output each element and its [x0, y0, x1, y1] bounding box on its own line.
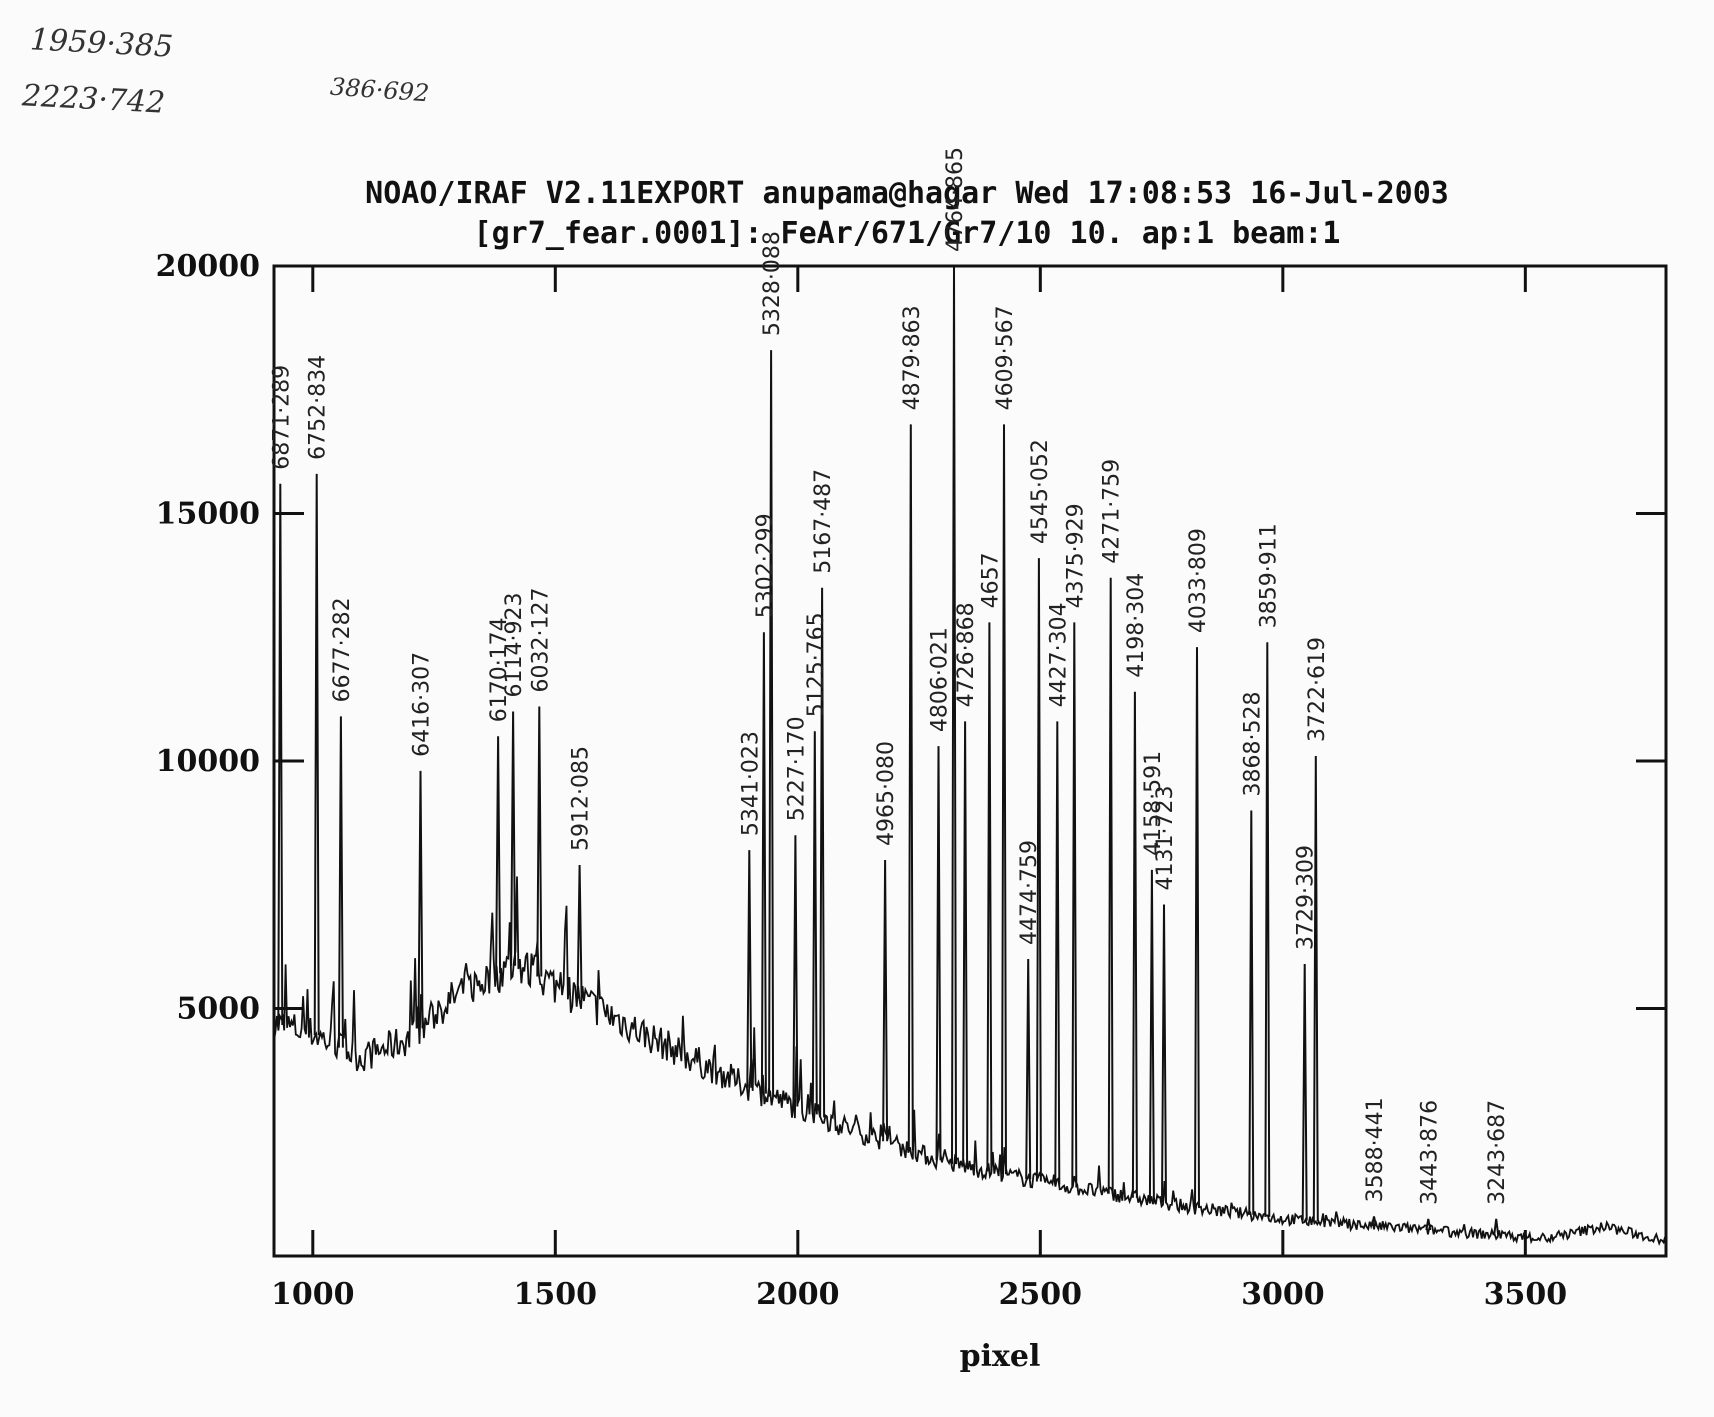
emission-line-3: [417, 770, 424, 1029]
plot-frame: [272, 264, 1668, 1258]
line-label-18: 4726·868: [954, 602, 979, 707]
line-label-24: 4375·929: [1063, 503, 1088, 608]
line-label-0: 6871·289: [269, 365, 294, 470]
emission-line-33: [1312, 755, 1319, 1222]
line-label-4: 6170·174: [487, 617, 512, 722]
emission-line-6: [536, 706, 543, 977]
line-label-33: 3722·619: [1305, 637, 1330, 742]
emission-line-9: [760, 632, 767, 1094]
emission-line-22: [1035, 558, 1042, 1182]
y-tick-label-1: 10000: [156, 744, 260, 779]
line-label-25: 4271·759: [1100, 459, 1125, 564]
emission-line-20: [1001, 424, 1007, 1175]
emission-line-12: [811, 731, 818, 1115]
emission-line-32: [1301, 963, 1308, 1221]
line-label-15: 4879·863: [900, 305, 925, 410]
emission-line-4: [495, 736, 502, 974]
line-label-21: 4474·759: [1017, 840, 1042, 945]
line-label-9: 5302·299: [753, 513, 778, 618]
emission-line-19: [986, 622, 993, 1172]
x-tick-label-4: 3000: [1241, 1277, 1325, 1312]
emission-line-10: [768, 350, 775, 1097]
y-tick-label-0: 5000: [177, 992, 261, 1027]
emission-line-11: [792, 835, 799, 1107]
line-label-32: 3729·309: [1294, 845, 1319, 950]
line-label-27: 4158·591: [1141, 751, 1166, 856]
emission-line-0: [277, 483, 284, 1026]
line-label-1: 6752·834: [306, 355, 331, 460]
emission-line-1: [313, 473, 320, 1036]
y-tick-label-2: 15000: [156, 497, 260, 532]
emission-line-23: [1054, 721, 1061, 1185]
line-label-6: 6032·127: [528, 588, 553, 693]
line-label-17: 4764·865: [943, 147, 968, 252]
line-label-12: 5125·765: [804, 612, 829, 717]
emission-line-17: [951, 265, 957, 1165]
chart-subtitle: [gr7_fear.0001]: FeAr/671/Gr7/10 10. ap:…: [473, 216, 1341, 251]
x-tick-label-1: 1500: [514, 1277, 598, 1312]
emission-line-5: [510, 711, 517, 966]
emission-line-35: [1425, 1218, 1432, 1231]
y-tick-label-3: 20000: [156, 249, 260, 284]
line-label-30: 3868·528: [1240, 692, 1265, 797]
x-tick-label-5: 3500: [1484, 1277, 1568, 1312]
line-label-16: 4806·021: [928, 627, 953, 732]
emission-line-36: [1493, 1218, 1500, 1236]
emission-line-21: [1025, 958, 1032, 1180]
line-label-14: 4965·080: [874, 741, 899, 846]
line-label-11: 5227·170: [784, 716, 809, 821]
emission-line-28: [1161, 904, 1167, 1203]
emission-line-29: [1194, 647, 1200, 1208]
x-axis-label: pixel: [960, 1339, 1041, 1374]
line-label-22: 4545·052: [1028, 439, 1053, 544]
emission-line-16: [935, 746, 942, 1161]
x-tick-label-0: 1000: [271, 1277, 355, 1312]
emission-line-13: [819, 587, 826, 1118]
line-label-13: 5167·487: [811, 469, 836, 574]
emission-line-15: [907, 424, 914, 1151]
spectrum-trace: [273, 876, 1666, 1246]
axes-group: 1000 1500 2000 2500 3000 3500 5000 10000 15000 20…: [156, 249, 1668, 1374]
line-labels-group: 6871·289 6752·834 6677·282 6416·307 6170·174…: [269, 147, 1510, 1205]
emission-line-27: [1148, 869, 1155, 1201]
line-label-28: 4131·723: [1153, 786, 1178, 891]
emission-line-18: [962, 721, 969, 1167]
emission-lines-group: [277, 265, 1500, 1236]
line-label-5: 6114·923: [502, 593, 527, 698]
emission-line-8: [746, 850, 753, 1088]
line-label-10: 5328·088: [760, 231, 785, 336]
emission-line-31: [1264, 642, 1271, 1217]
emission-line-30: [1248, 810, 1255, 1215]
x-tick-label-3: 2500: [999, 1277, 1083, 1312]
line-label-2: 6677·282: [330, 597, 355, 702]
emission-line-7: [576, 864, 583, 999]
line-label-8: 5341·023: [738, 731, 763, 836]
line-label-3: 6416·307: [410, 652, 435, 757]
chart-title: NOAO/IRAF V2.11EXPORT anupama@hagar Wed …: [365, 176, 1449, 211]
line-label-20: 4609·567: [993, 305, 1018, 410]
line-label-7: 5912·085: [569, 746, 594, 851]
line-label-26: 4198·304: [1124, 573, 1149, 678]
spectrum-trace-group: [273, 876, 1666, 1246]
line-label-23: 4427·304: [1046, 602, 1071, 707]
line-label-31: 3859·911: [1256, 523, 1281, 628]
line-label-36: 3243·687: [1485, 1100, 1510, 1205]
line-label-35: 3443·876: [1417, 1100, 1442, 1205]
x-tick-label-2: 2000: [756, 1277, 840, 1312]
emission-line-14: [882, 859, 889, 1142]
emission-line-26: [1131, 691, 1138, 1198]
emission-line-2: [337, 716, 344, 1048]
emission-line-25: [1107, 577, 1114, 1194]
line-label-29: 4033·809: [1186, 528, 1211, 633]
line-label-19: 4657: [978, 552, 1003, 608]
line-label-34: 3588·441: [1363, 1097, 1388, 1202]
emission-line-24: [1071, 622, 1078, 1188]
emission-line-34: [1371, 1216, 1377, 1227]
